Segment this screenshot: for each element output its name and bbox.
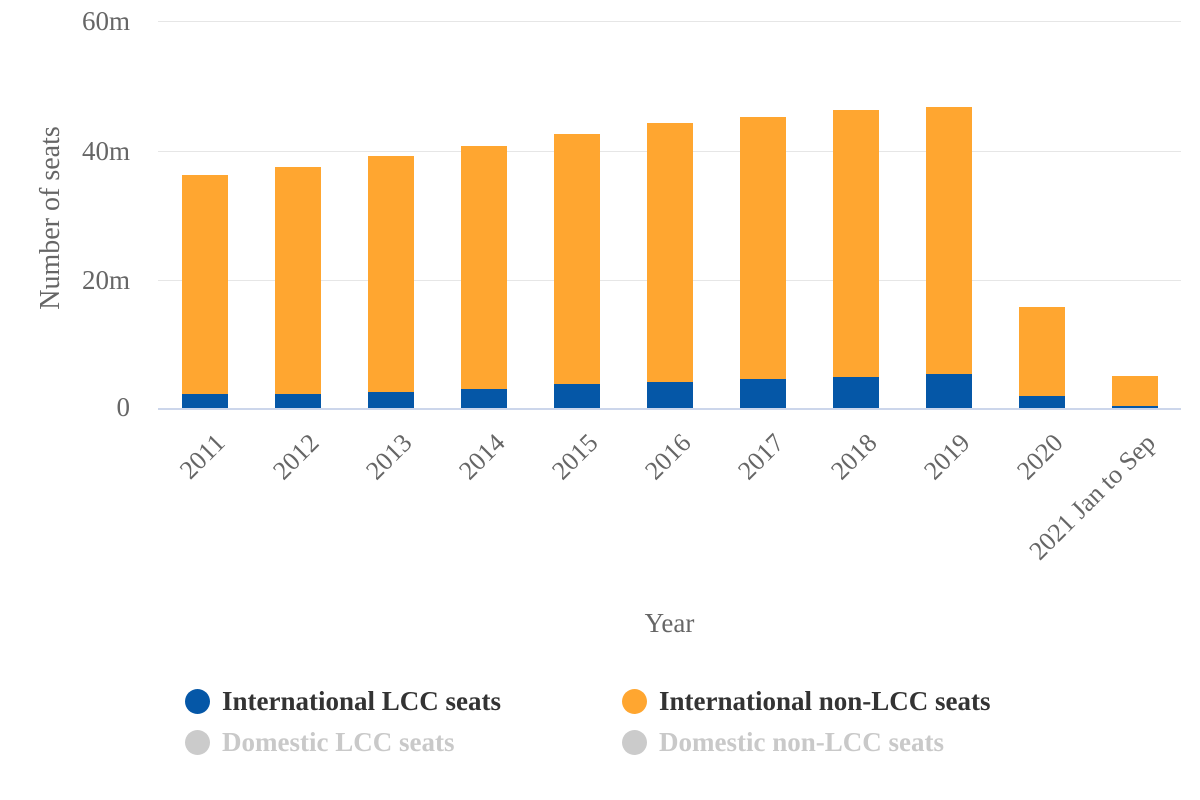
bar-2012[interactable] [274,167,321,408]
bar-2018[interactable] [832,109,879,408]
bar-segment-international-lcc[interactable] [460,388,507,408]
bar-segment-international-lcc[interactable] [832,376,879,408]
legend-label: Domestic LCC seats [222,726,455,757]
legend-marker-icon [185,729,210,755]
x-tick-label: 2013 [359,428,418,486]
gridline [158,21,1181,22]
bar-segment-international-non-lcc[interactable] [274,167,321,394]
bar-segment-international-non-lcc[interactable] [832,109,879,377]
bar-2011[interactable] [181,174,228,408]
x-tick-label: 2018 [824,428,883,486]
x-tick-label: 2016 [638,428,697,486]
bar-segment-international-lcc[interactable] [646,382,693,408]
bar-segment-international-lcc[interactable] [181,393,228,408]
bar-segment-international-lcc[interactable] [553,384,600,408]
legend-item-international-lcc-seats[interactable]: International LCC seats [185,684,501,718]
x-tick-label: 2012 [266,428,325,486]
bar-segment-international-non-lcc[interactable] [367,156,414,392]
legend-label: International non-LCC seats [659,685,991,716]
x-tick-label: 2014 [452,428,511,486]
x-tick-label: 2011 [174,428,232,485]
bar-segment-international-lcc[interactable] [1018,395,1065,408]
legend-item-domestic-lcc-seats[interactable]: Domestic LCC seats [185,725,454,759]
bar-2016[interactable] [646,123,693,408]
bar-segment-international-lcc[interactable] [367,391,414,408]
x-tick-label: 2015 [545,428,604,486]
bar-2014[interactable] [460,146,507,408]
bar-segment-international-non-lcc[interactable] [181,174,228,394]
legend-label: International LCC seats [222,685,502,716]
legend-marker-icon [622,688,647,714]
legend-marker-icon [185,688,210,714]
bar-segment-international-lcc[interactable] [739,378,786,408]
x-axis-title: Year [644,608,695,638]
bar-segment-international-lcc[interactable] [925,373,972,408]
bar-2015[interactable] [553,134,600,408]
y-tick-label: 40m [81,135,130,166]
y-tick-label: 60m [81,6,130,36]
bar-segment-international-non-lcc[interactable] [1111,376,1158,407]
bar-segment-international-lcc[interactable] [1111,406,1158,408]
legend-label: Domestic non-LCC seats [659,726,944,757]
bar-2019[interactable] [925,107,972,408]
bar-2013[interactable] [367,156,414,408]
bar-segment-international-lcc[interactable] [274,393,321,408]
bar-segment-international-non-lcc[interactable] [1018,306,1065,396]
bar-segment-international-non-lcc[interactable] [460,146,507,389]
bar-segment-international-non-lcc[interactable] [646,123,693,383]
y-tick-label: 0 [116,392,131,422]
bar-segment-international-non-lcc[interactable] [553,134,600,385]
x-tick-label: 2017 [731,428,790,486]
legend-item-domestic-non-lcc-seats[interactable]: Domestic non-LCC seats [622,725,944,759]
y-tick-label: 20m [81,265,130,296]
bar-segment-international-non-lcc[interactable] [739,116,786,379]
legend-marker-icon [622,729,647,755]
bar-segment-international-non-lcc[interactable] [925,107,972,374]
bar-2020[interactable] [1018,306,1065,408]
plot-area [158,21,1181,410]
x-tick-label: 2020 [1010,428,1069,486]
bar-2021[interactable] [1111,376,1158,408]
x-tick-label: 2019 [917,428,976,486]
legend-item-international-non-lcc-seats[interactable]: International non-LCC seats [622,684,991,718]
bar-2017[interactable] [739,116,786,408]
